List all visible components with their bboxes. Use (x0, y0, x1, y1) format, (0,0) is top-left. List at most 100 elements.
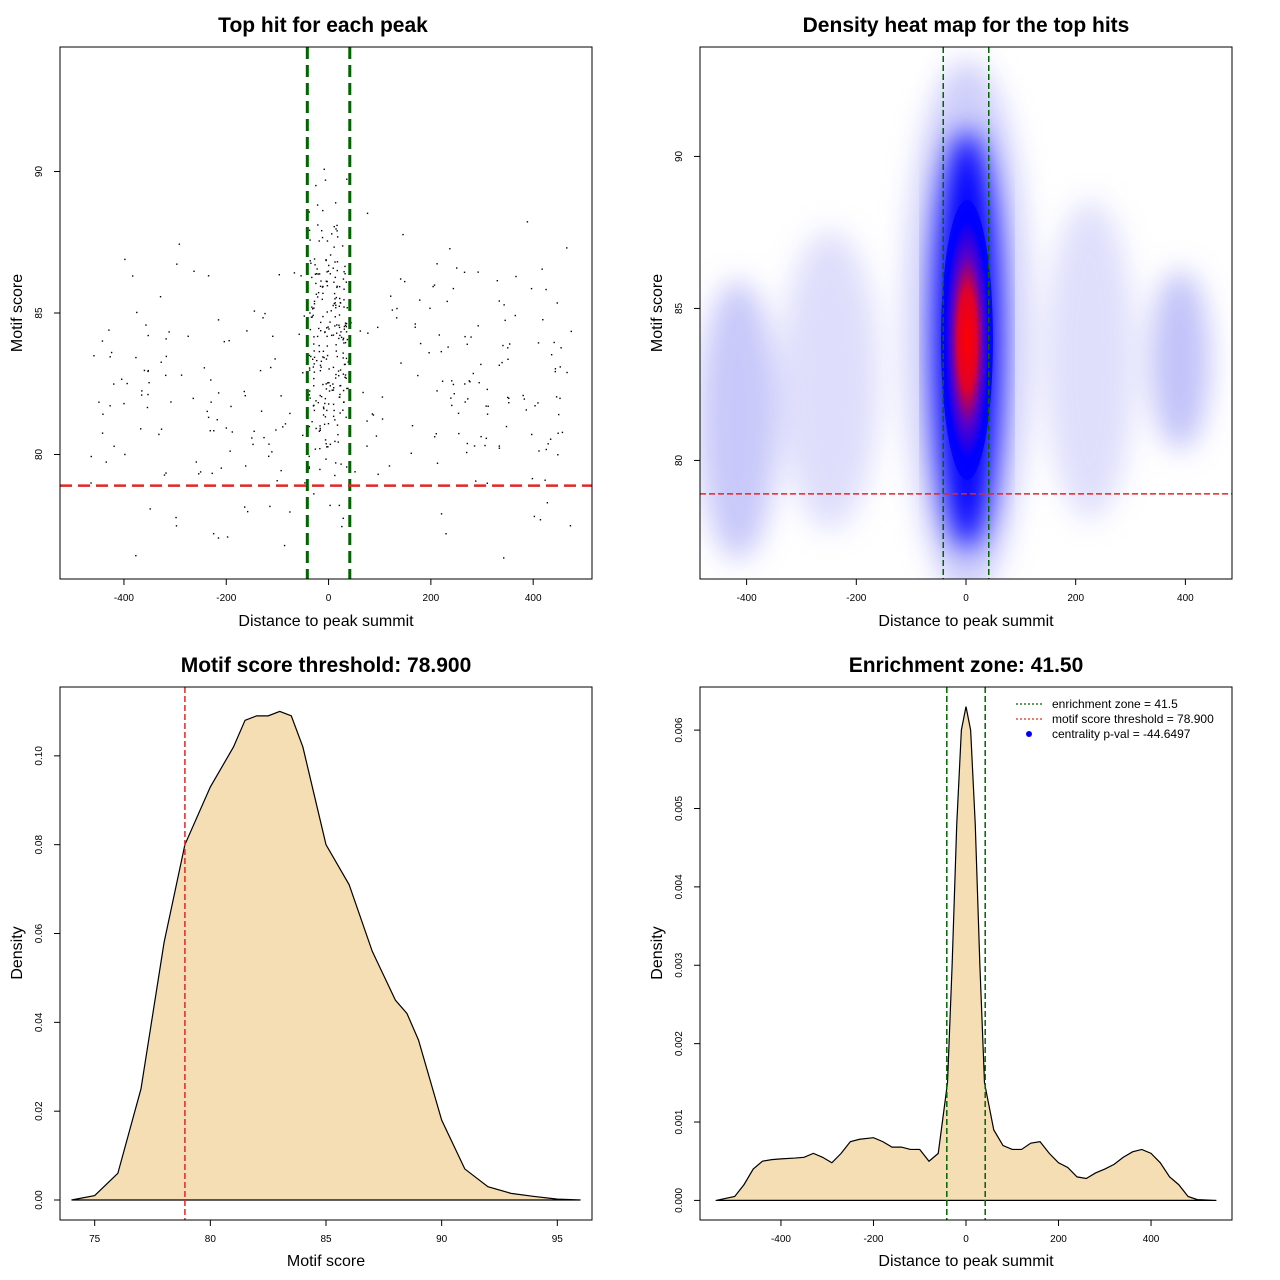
scatter-y-label: Motif score (9, 274, 26, 352)
scatter-point (304, 482, 306, 484)
scatter-point (324, 397, 327, 400)
scatter-point (147, 393, 149, 396)
scatter-point (310, 262, 312, 264)
scatter-point (210, 379, 212, 381)
scatter-point (311, 306, 313, 308)
scatter-point (329, 273, 332, 275)
scatter-point (280, 395, 282, 397)
scatter-point (498, 364, 501, 366)
scatter-point (193, 270, 195, 272)
scatter-point (312, 308, 314, 310)
scatter-point (332, 334, 335, 336)
scatter-point (212, 532, 215, 535)
y-tick-label: 0.006 (674, 717, 685, 742)
y-tick-label: 0.001 (674, 1109, 685, 1134)
scatter-point (311, 421, 313, 423)
scatter-point (159, 296, 162, 298)
scatter-point (346, 338, 349, 341)
score-density-x-label: Motif score (287, 1253, 365, 1270)
scatter-point (478, 381, 480, 384)
scatter-point (557, 454, 559, 456)
scatter-point (322, 383, 324, 386)
scatter-point (326, 446, 328, 448)
scatter-point (343, 342, 345, 344)
scatter-point (309, 397, 311, 399)
scatter-point (446, 300, 448, 303)
scatter-point (338, 324, 340, 326)
scatter-point (441, 380, 444, 382)
scatter-point (328, 328, 330, 330)
scatter-point (344, 265, 346, 268)
scatter-point (342, 389, 345, 392)
scatter-point (486, 388, 488, 391)
scatter-point (316, 204, 319, 206)
scatter-point (505, 425, 508, 428)
scatter-point (263, 436, 265, 439)
x-tick-label: -400 (737, 593, 757, 604)
scatter-point (320, 366, 322, 368)
scatter-point (308, 354, 311, 357)
scatter-point (314, 273, 317, 275)
scatter-point (332, 366, 335, 369)
y-tick-label: 0.002 (674, 1031, 685, 1056)
scatter-point (466, 343, 468, 345)
scatter-point (484, 444, 486, 447)
y-tick-label: 0.003 (674, 952, 685, 977)
scatter-point (452, 383, 455, 386)
scatter-point (428, 352, 430, 354)
scatter-point (147, 370, 149, 373)
scatter-point (319, 321, 322, 324)
scatter-point (334, 419, 336, 421)
scatter-point (498, 447, 501, 449)
legend-enrichment-label: enrichment zone = 41.5 (1052, 697, 1178, 711)
x-tick-label: 0 (326, 593, 332, 604)
scatter-point (477, 325, 479, 327)
score-density-y-label: Density (9, 926, 26, 979)
distance-density-title: Enrichment zone: 41.50 (849, 654, 1084, 677)
scatter-point (207, 416, 210, 419)
scatter-point (334, 325, 336, 327)
scatter-point (391, 309, 394, 311)
scatter-point (322, 414, 325, 416)
scatter-point (317, 224, 319, 226)
scatter-point (220, 467, 222, 469)
scatter-point (168, 331, 170, 333)
scatter-point (558, 413, 560, 416)
scatter-point (340, 463, 342, 465)
scatter-point (269, 505, 271, 508)
scatter-panel: Top hit for each peak -400 -200 0 200 400 80… (9, 14, 593, 630)
scatter-point (477, 271, 479, 273)
scatter-point (342, 409, 344, 411)
scatter-point (319, 429, 321, 431)
distance-density-y-label: Density (649, 926, 666, 979)
scatter-point (324, 439, 327, 441)
scatter-point (160, 428, 163, 430)
scatter-point (343, 325, 346, 328)
scatter-point (336, 230, 338, 232)
scatter-point (338, 396, 341, 398)
y-tick-label: 0.08 (34, 835, 45, 855)
x-tick-label: 400 (1143, 1234, 1160, 1245)
x-tick-label: 200 (423, 593, 440, 604)
scatter-point (289, 511, 291, 513)
scatter-point (300, 275, 302, 277)
scatter-point (417, 374, 419, 377)
scatter-point (429, 307, 431, 310)
scatter-point (549, 438, 552, 440)
scatter-point (449, 248, 451, 250)
scatter-point (309, 260, 311, 262)
scatter-point (101, 340, 104, 342)
y-tick-label: 90 (674, 150, 685, 162)
scatter-point (187, 335, 189, 337)
scatter-point (126, 382, 128, 385)
scatter-point (346, 387, 348, 390)
scatter-point (178, 243, 181, 245)
scatter-point (480, 363, 482, 366)
scatter-point (327, 422, 330, 425)
scatter-point (262, 317, 264, 319)
scatter-point (336, 285, 338, 287)
scatter-point (465, 451, 468, 454)
scatter-point (329, 254, 332, 256)
scatter-point (346, 178, 348, 180)
scatter-point (313, 377, 315, 380)
